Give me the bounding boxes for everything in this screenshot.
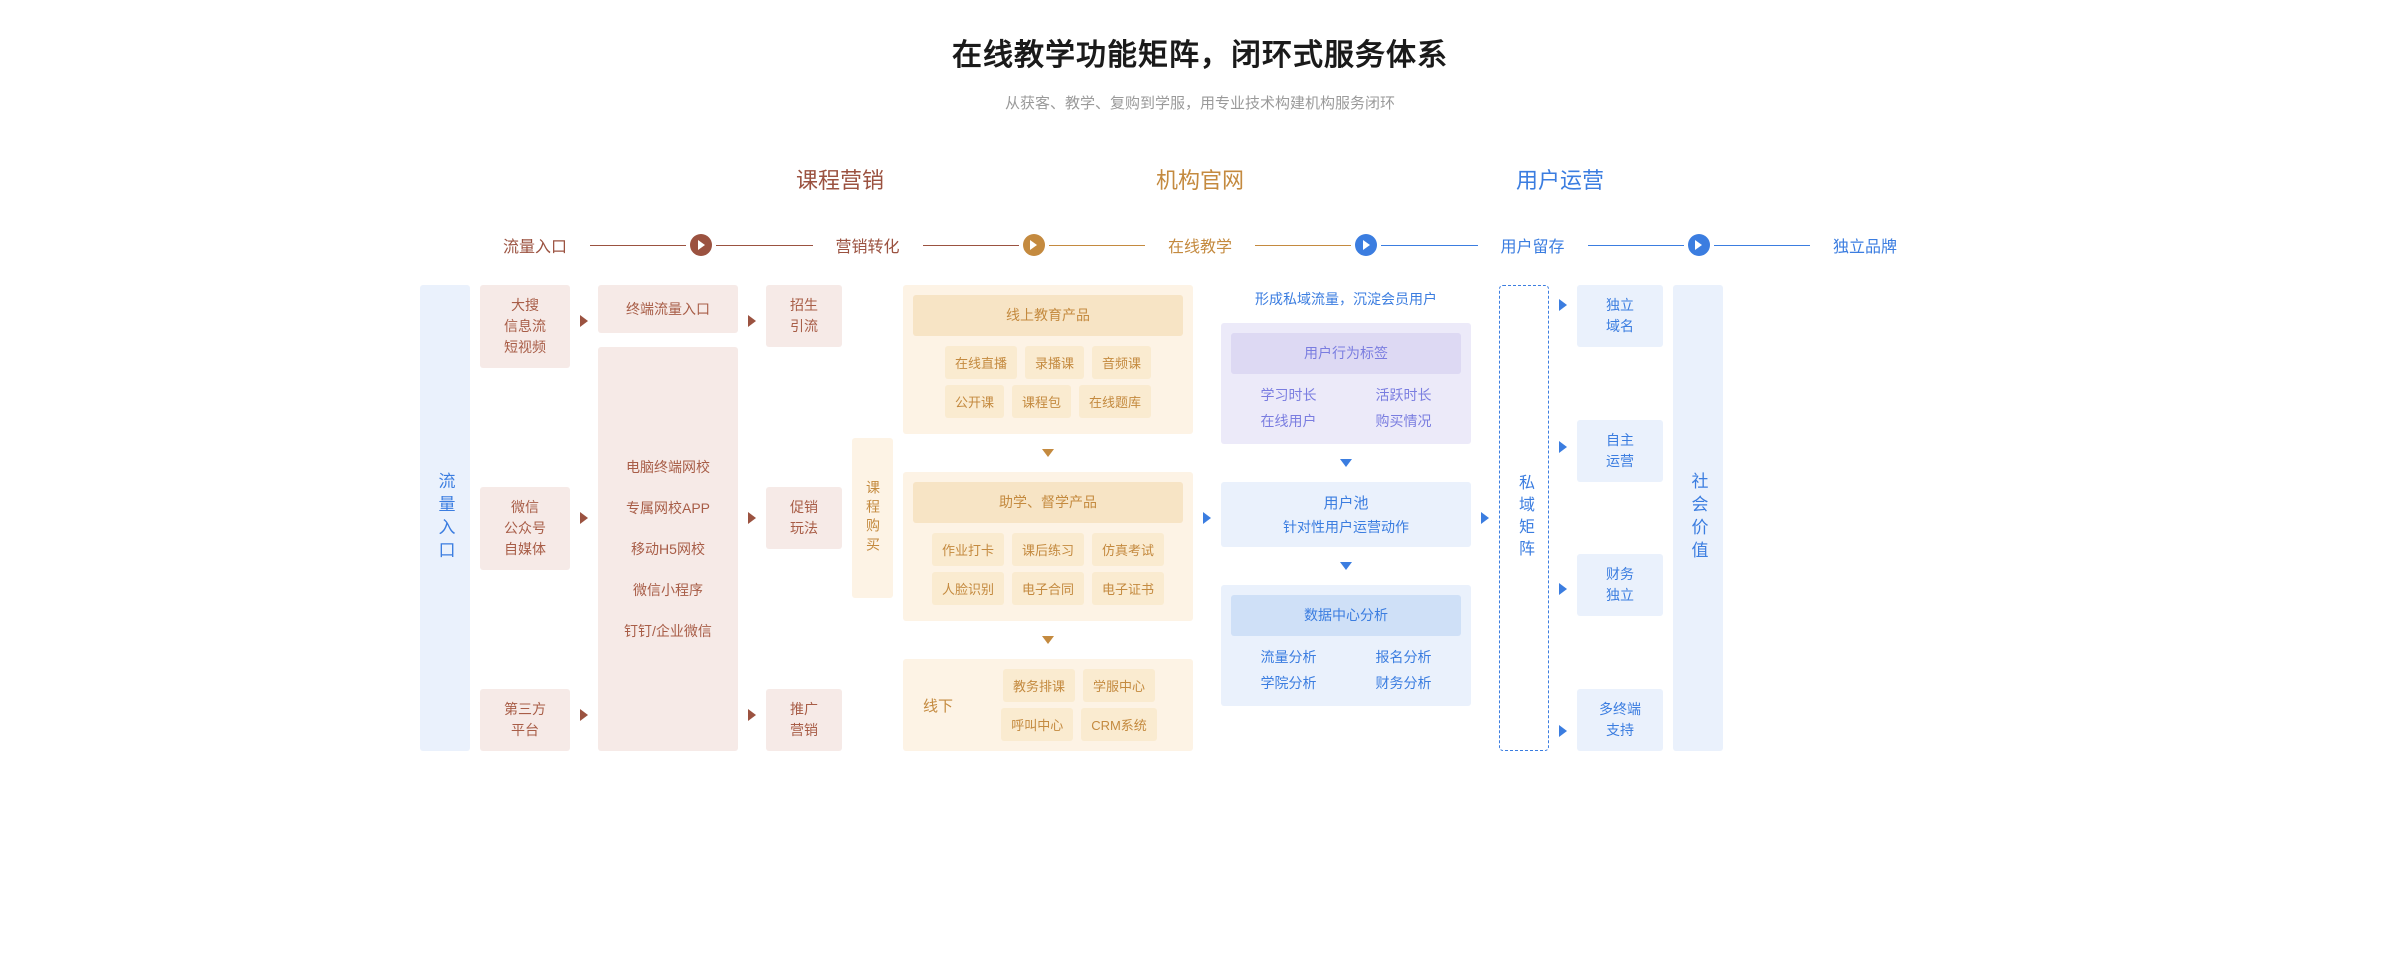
group-title: 线上教育产品 [913,295,1183,336]
arrow-down-icon [903,631,1193,649]
offline-group: 线下 教务排课学服中心 呼叫中心CRM系统 [903,659,1193,751]
arrow-right-icon [748,315,756,327]
flow-arrow-icon [1688,234,1710,256]
chip: 学服中心 [1083,669,1155,702]
flow-arrow-icon [1023,234,1045,256]
chip: 电子合同 [1012,572,1084,605]
pool-title: 用户池 [1231,492,1461,513]
arrow-right-icon [748,512,756,524]
box: 推广营销 [766,689,842,751]
chip: 音频课 [1092,346,1151,379]
chip: 呼叫中心 [1001,708,1073,741]
terminal-item: 专属网校APP [626,498,710,519]
private-matrix: 私域矩阵 [1499,285,1549,751]
chip: 公开课 [945,385,1004,418]
chip: 作业打卡 [932,533,1004,566]
flow-header-4: 独立品牌 [1810,227,1920,263]
arrow-right-icon [580,709,588,721]
terminal-item: 电脑终端网校 [626,457,710,478]
flow-header-1: 营销转化 [813,227,923,263]
chip: 仿真考试 [1092,533,1164,566]
left-fixed-label: 流量入口 [420,285,470,751]
data-title: 数据中心分析 [1231,595,1461,636]
flow-header-2: 在线教学 [1145,227,1255,263]
chip: CRM系统 [1081,708,1157,741]
data-group: 数据中心分析 流量分析报名分析学院分析财务分析 [1221,585,1471,706]
arrow-down-icon [1221,557,1471,575]
box: 终端流量入口 [598,285,738,333]
group-title: 助学、督学产品 [913,482,1183,523]
section-header-ops: 用户运营 [1380,163,1740,195]
box: 促销玩法 [766,487,842,549]
arrow-right-icon [1559,725,1567,737]
box: 自主运营 [1577,420,1663,482]
pool-sub: 针对性用户运营动作 [1231,517,1461,537]
chip: 人脸识别 [932,572,1004,605]
arrow-down-icon [903,444,1193,462]
flow-header-3: 用户留存 [1478,227,1588,263]
tags-title: 用户行为标签 [1231,333,1461,374]
arrow-right-icon [1559,583,1567,595]
section-header-marketing: 课程营销 [660,163,1020,195]
tags-group: 用户行为标签 学习时长活跃时长在线用户购买情况 [1221,323,1471,444]
arrow-right-icon [1559,441,1567,453]
terminals: 电脑终端网校专属网校APP 移动H5网校微信小程序钉钉/企业微信 [598,347,738,751]
page-title: 在线教学功能矩阵，闭环式服务体系 [420,30,1980,74]
box: 大搜信息流短视频 [480,285,570,368]
chip: 课后练习 [1012,533,1084,566]
box: 微信公众号自媒体 [480,487,570,570]
terminal-item: 钉钉/企业微信 [624,621,712,642]
main-grid: 流量入口 大搜信息流短视频 微信公众号自媒体 第三方平台 终端流量入口 电脑终端… [420,285,1980,751]
box: 招生引流 [766,285,842,347]
header: 在线教学功能矩阵，闭环式服务体系 从获客、教学、复购到学服，用专业技术构建机构服… [420,30,1980,113]
flow-headers: 流量入口 营销转化 在线教学 用户留存 独立品牌 [420,227,1980,263]
chip: 电子证书 [1092,572,1164,605]
retention-banner: 形成私域流量，沉淀会员用户 [1221,285,1471,313]
chip: 在线题库 [1079,385,1151,418]
chip: 教务排课 [1003,669,1075,702]
flow-header-0: 流量入口 [480,227,590,263]
arrow-right-icon [748,709,756,721]
box: 多终端支持 [1577,689,1663,751]
tan-group: 线上教育产品 在线直播录播课音频课公开课课程包在线题库 [903,285,1193,434]
arrow-right-icon [580,512,588,524]
tan-group: 助学、督学产品 作业打卡课后练习仿真考试人脸识别电子合同电子证书 [903,472,1193,621]
section-header-org: 机构官网 [1020,163,1380,195]
box: 财务独立 [1577,554,1663,616]
chip: 录播课 [1025,346,1084,379]
section-headers: 课程营销 机构官网 用户运营 [420,163,1980,195]
arrow-down-icon [1221,454,1471,472]
arrow-right-icon [1481,512,1489,524]
chip: 在线直播 [945,346,1017,379]
box: 第三方平台 [480,689,570,751]
offline-title: 线下 [913,695,963,716]
box: 独立域名 [1577,285,1663,347]
flow-arrow-icon [690,234,712,256]
terminal-item: 微信小程序 [633,580,703,601]
flow-arrow-icon [1355,234,1377,256]
page-subtitle: 从获客、教学、复购到学服，用专业技术构建机构服务闭环 [420,92,1980,113]
vbox: 课程购买 [852,438,893,598]
right-fixed-label: 社会价值 [1673,285,1723,751]
arrow-right-icon [1203,512,1211,524]
terminal-item: 移动H5网校 [631,539,705,560]
pool-group: 用户池 针对性用户运营动作 [1221,482,1471,547]
chip: 课程包 [1012,385,1071,418]
arrow-right-icon [1559,299,1567,311]
arrow-right-icon [580,315,588,327]
